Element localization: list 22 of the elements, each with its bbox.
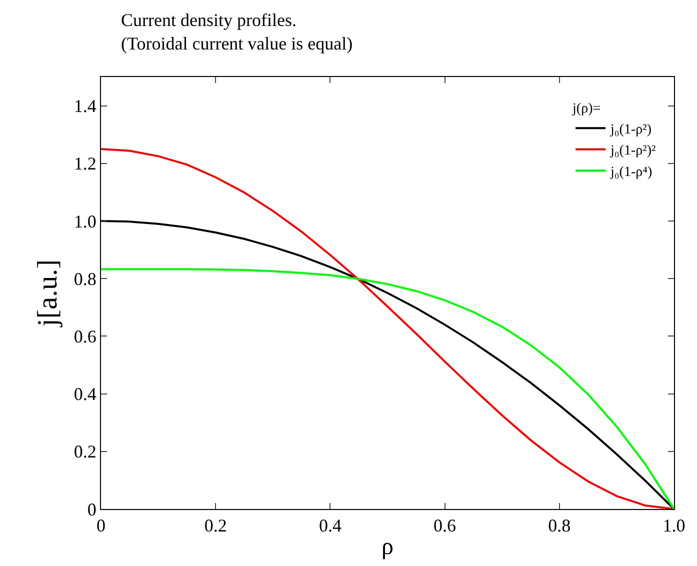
y-tick-label: 1.0 — [74, 211, 96, 232]
x-tick-label: 0.4 — [318, 516, 342, 536]
y-tick-label: 0 — [87, 499, 96, 520]
y-tick-label: 0.8 — [74, 268, 96, 289]
legend-title: j(ρ)= — [572, 101, 601, 116]
chart-title: Current density profiles. — [121, 10, 296, 30]
x-tick-label: 0.6 — [434, 516, 456, 536]
legend-label: j₀(1-ρ⁴) — [610, 164, 652, 180]
line-series — [101, 268, 674, 509]
y-tick-label: 0.6 — [74, 326, 96, 346]
x-tick-label: 0.8 — [548, 516, 571, 536]
legend-label: j₀(1-ρ²)² — [610, 144, 656, 159]
y-axis-title: j[a.u.] — [32, 260, 64, 328]
x-tick-label: 0.2 — [204, 516, 227, 536]
y-tick-label: 0.2 — [74, 442, 96, 462]
y-tick-label: 0.4 — [74, 384, 96, 404]
y-tick-label: 1.2 — [74, 154, 96, 174]
x-tick-label: 1.0 — [662, 516, 686, 536]
chart-subtitle: (Toroidal current value is equal) — [121, 33, 353, 54]
legend-label: j₀(1-ρ²) — [610, 122, 652, 138]
y-tick-label: 1.4 — [74, 96, 96, 116]
x-axis-title: ρ — [382, 534, 394, 560]
